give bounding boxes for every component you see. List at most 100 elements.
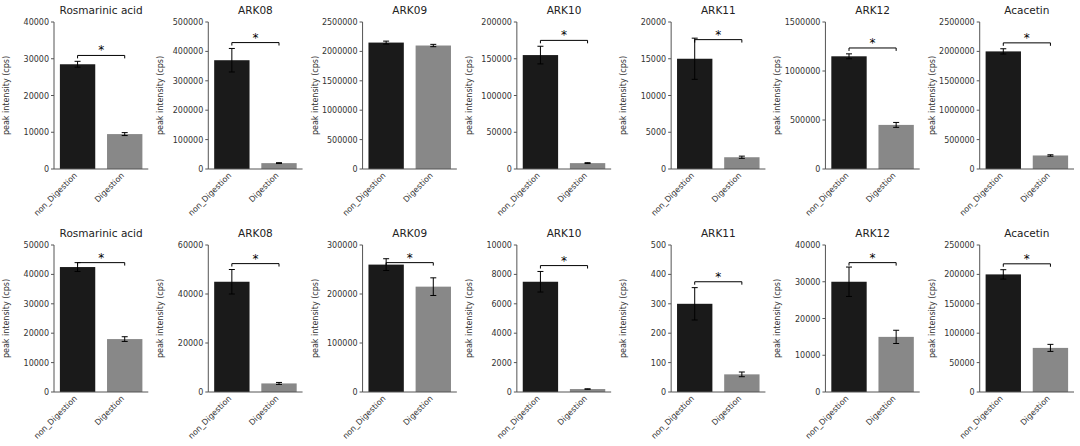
bar	[261, 383, 296, 392]
bar	[60, 64, 95, 169]
significance-marker: *	[870, 36, 876, 50]
y-tick-label: 20000	[795, 315, 820, 324]
title: ARK08	[238, 4, 273, 16]
x-tick-label: Digestion	[1019, 394, 1052, 427]
x-tick-label: non_Digestion	[32, 171, 79, 218]
x-tick-label: Digestion	[710, 171, 743, 204]
x-axis-line	[363, 392, 457, 393]
error-bar-stem	[1003, 270, 1004, 279]
x-tick-label: Digestion	[1019, 171, 1052, 204]
title: ARK12	[855, 4, 890, 16]
x-tick-label: Digestion	[93, 394, 126, 427]
y-tick-label: 500000	[944, 136, 975, 145]
error-bar	[430, 278, 436, 296]
marks	[523, 271, 606, 392]
error-bar	[122, 337, 128, 342]
x-tick-label: non_Digestion	[958, 394, 1005, 441]
y-tick-label: 300	[651, 300, 666, 309]
error-bar-cap	[75, 61, 81, 62]
significance-marker: *	[98, 43, 104, 57]
significance-marker: *	[561, 254, 567, 268]
y-tick-label: 0	[352, 165, 357, 174]
y-tick-label: 300000	[173, 77, 204, 86]
marks	[986, 49, 1069, 169]
error-bar	[537, 271, 543, 292]
significance-marker: *	[1024, 31, 1030, 45]
error-bar-cap	[846, 296, 852, 297]
error-bar	[229, 270, 235, 295]
error-bar	[846, 54, 852, 59]
error-bar	[276, 382, 282, 384]
y-axis-label: peak intensity (cps)	[156, 56, 165, 135]
significance-marker: *	[561, 28, 567, 42]
x-tick-label: non_Digestion	[650, 394, 697, 441]
x-tick-label: non_Digestion	[958, 171, 1005, 218]
significance-marker: *	[715, 28, 721, 42]
error-bar-stem	[124, 337, 125, 342]
x-axis-line	[363, 169, 457, 170]
error-bar-cap	[893, 330, 899, 331]
y-tick-label: 1000000	[322, 106, 358, 115]
y-tick-label: 1000000	[785, 67, 821, 76]
error-bar-cap	[122, 341, 128, 342]
y-tick-label: 500000	[790, 116, 821, 125]
y-tick-label: 0	[44, 388, 49, 397]
error-bar-cap	[122, 336, 128, 337]
error-bar-cap	[276, 162, 282, 163]
error-bar-cap	[229, 48, 235, 49]
error-bar-cap	[276, 384, 282, 385]
y-axis-line	[671, 245, 672, 392]
bar	[107, 339, 142, 392]
y-tick-label: 0	[352, 388, 357, 397]
error-bar-cap	[1047, 344, 1053, 345]
error-bar-stem	[849, 54, 850, 59]
title: Acacetin	[1004, 227, 1049, 239]
y-axis-label: peak intensity (cps)	[465, 279, 474, 358]
y-axis-label: peak intensity (cps)	[311, 56, 320, 135]
bar	[416, 287, 451, 392]
y-tick-label: 20000	[24, 329, 49, 338]
error-bar-cap	[537, 271, 543, 272]
error-bar	[1047, 155, 1053, 156]
error-bar-cap	[893, 122, 899, 123]
x-axis-line	[54, 169, 148, 170]
x-tick-label: non_Digestion	[187, 171, 234, 218]
x-axis-line	[671, 169, 765, 170]
x-axis-line	[517, 169, 611, 170]
error-bar-stem	[1050, 344, 1051, 351]
y-tick-label: 0	[970, 165, 975, 174]
title: Acacetin	[1004, 4, 1049, 16]
error-bar-cap	[276, 163, 282, 164]
y-tick-label: 0	[507, 388, 512, 397]
panel: Acacetinpeak intensity (cps)050000100000…	[928, 227, 1074, 441]
panel: ARK10peak intensity (cps)050000100000150…	[465, 4, 611, 218]
y-tick-label: 15000	[641, 55, 666, 64]
marks	[368, 41, 451, 169]
bar	[831, 282, 866, 392]
significance-marker: *	[1024, 252, 1030, 266]
y-tick-label: 2000	[491, 359, 511, 368]
marks	[368, 259, 451, 392]
significance-marker: *	[98, 251, 104, 265]
y-axis-line	[54, 245, 55, 392]
y-tick-label: 150000	[944, 300, 975, 309]
error-bar-cap	[1000, 48, 1006, 49]
panel: ARK11peak intensity (cps)010020030040050…	[619, 227, 765, 441]
error-bar-cap	[1047, 154, 1053, 155]
x-tick-label: Digestion	[247, 394, 280, 427]
y-tick-label: 8000	[491, 270, 511, 279]
bar	[60, 267, 95, 392]
panel: ARK08peak intensity (cps)010000020000030…	[156, 4, 302, 218]
error-bar-stem	[1003, 49, 1004, 54]
y-axis-label: peak intensity (cps)	[2, 56, 11, 135]
x-tick-label: non_Digestion	[341, 171, 388, 218]
significance-marker: *	[715, 270, 721, 284]
y-tick-label: 30000	[24, 300, 49, 309]
panel: Acacetinpeak intensity (cps)050000010000…	[928, 4, 1074, 218]
figure: Rosmarinic acidpeak intensity (cps)01000…	[0, 0, 1080, 446]
y-tick-label: 1500000	[322, 77, 358, 86]
error-bar	[1047, 344, 1053, 351]
error-bar	[692, 288, 698, 320]
bar	[878, 337, 913, 392]
marks	[523, 46, 606, 169]
